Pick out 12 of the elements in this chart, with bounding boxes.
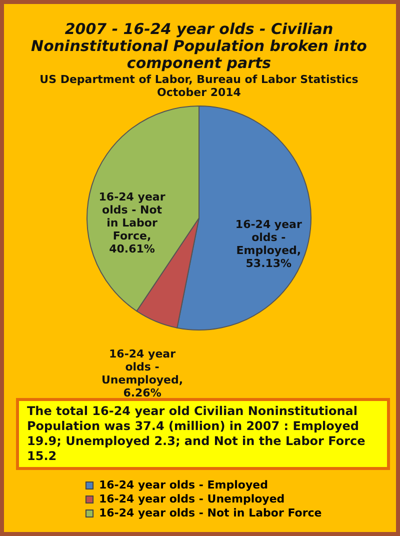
legend-label: 16-24 year olds - Employed <box>99 478 268 492</box>
legend-label: 16-24 year olds - Not in Labor Force <box>99 506 322 520</box>
chart-title: 2007 - 16-24 year olds - Civilian Noninstitutional Population broken into component parts <box>31 20 367 72</box>
category-label: 16-24 year olds - Employed, <box>235 218 302 257</box>
text: 40.61% <box>109 242 155 256</box>
text: The total 16-24 year old Civilian Noninstitutional Population was 37.4 (million) in 2007 : Employed 19.9; Unemployed 2.3; and Not in the Labor Force 15.2 <box>16 398 390 470</box>
text: 53.13% <box>246 256 292 270</box>
legend-label: 16-24 year olds - Unemployed <box>99 492 285 506</box>
chart-subtitle: US Department of Labor, Bureau of Labor Statistics October 2014 <box>40 73 359 99</box>
category-label: 16-24 year olds - Not in Labor Force, <box>98 190 166 243</box>
text: 6.26% <box>123 386 162 400</box>
category-label: 16-24 year olds - Unemployed, <box>101 348 184 387</box>
